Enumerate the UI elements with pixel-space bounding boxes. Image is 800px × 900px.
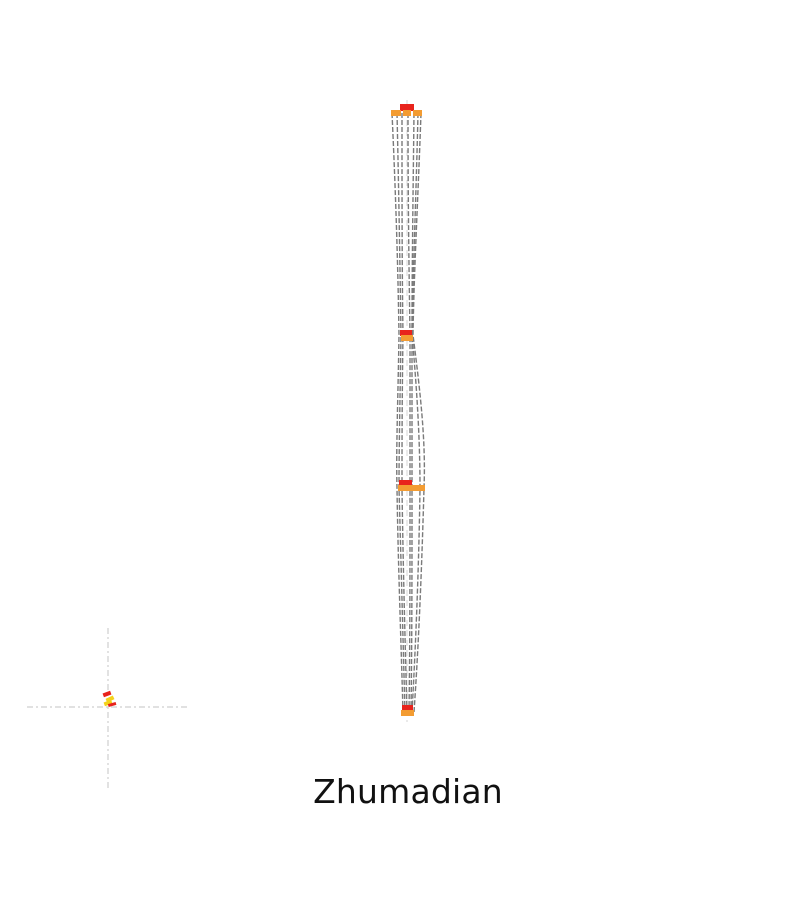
node-top-orange-mid: [403, 110, 411, 116]
node-lower-middle: [398, 480, 425, 491]
node-bottom: [401, 705, 414, 716]
node-bottom-orange: [401, 710, 414, 716]
node-top-orange-right: [413, 110, 422, 116]
band-outer-right-inner: [412, 113, 420, 712]
node-top-orange-left: [391, 110, 401, 116]
node-lower-middle-orange-left: [398, 485, 411, 491]
diagram-title: Zhumadian: [0, 772, 800, 811]
band-inner-left-a: [397, 113, 405, 712]
band-outer-right: [413, 113, 424, 712]
band-inner-right-a: [408, 113, 410, 712]
band-inner-left-b: [402, 113, 407, 712]
node-upper-middle-orange: [401, 335, 413, 341]
band-outer-left: [392, 113, 403, 712]
flow-bands: [392, 113, 424, 712]
band-inner-right-b: [411, 113, 414, 712]
marker-red: [103, 691, 112, 697]
node-top: [391, 104, 422, 116]
node-top-red: [400, 104, 414, 111]
node-lower-middle-orange-right: [411, 485, 425, 491]
node-upper-middle: [400, 330, 413, 341]
crosshair-marker: [27, 628, 188, 788]
